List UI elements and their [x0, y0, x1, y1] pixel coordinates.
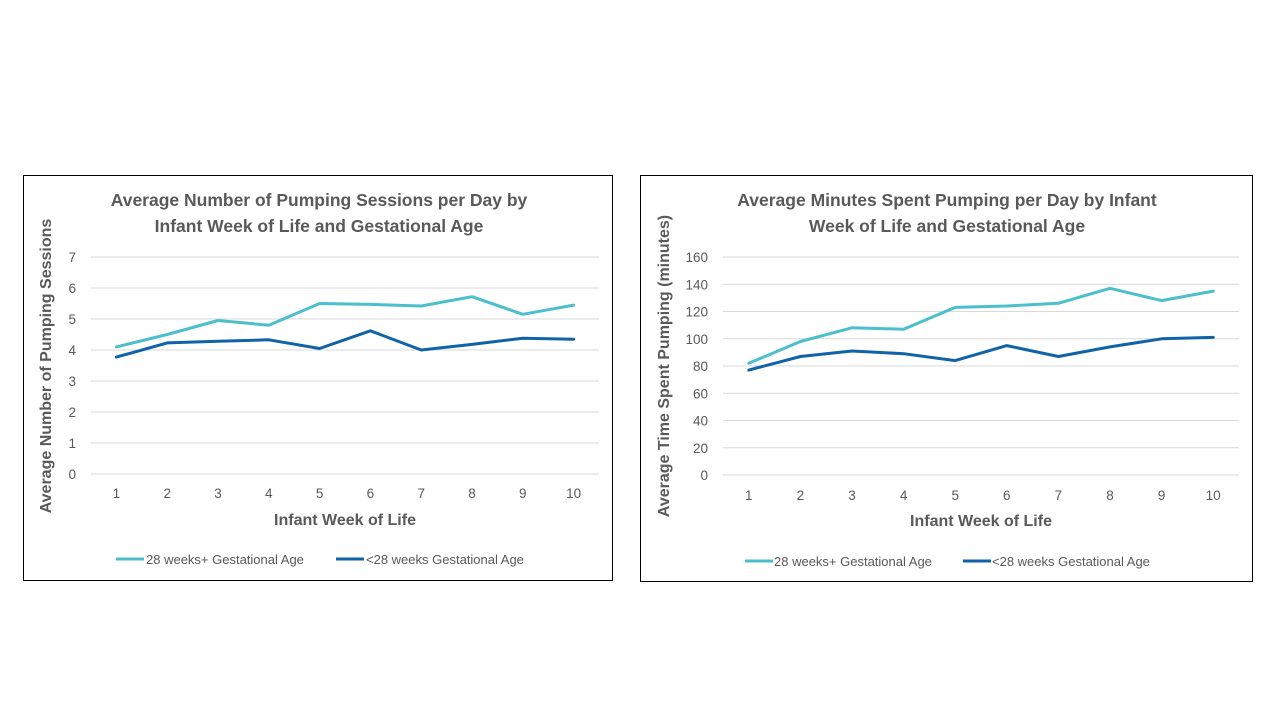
- sessions-legend-label-ga-under-28: <28 weeks Gestational Age: [366, 552, 524, 567]
- minutes-x-axis-title: Infant Week of Life: [910, 513, 1052, 530]
- sessions-y-tick-label: 0: [68, 467, 76, 482]
- sessions-chart: Average Number of Pumping Sessions per D…: [23, 175, 613, 581]
- minutes-x-tick-label: 8: [1106, 488, 1114, 503]
- sessions-x-tick-label: 6: [367, 486, 375, 501]
- minutes-series-line-ga-28-plus: [747, 286, 1215, 365]
- minutes-x-tick-label: 9: [1158, 488, 1166, 503]
- minutes-x-tick-label: 4: [900, 488, 908, 503]
- minutes-x-tick-label: 3: [848, 488, 856, 503]
- sessions-x-tick-label: 8: [468, 486, 476, 501]
- sessions-series-line-ga-under-28: [114, 329, 576, 359]
- minutes-x-tick-label: 6: [1003, 488, 1011, 503]
- sessions-y-tick-label: 1: [68, 436, 76, 451]
- sessions-x-tick-label: 5: [316, 486, 324, 501]
- minutes-legend-label-ga-28-plus: 28 weeks+ Gestational Age: [774, 554, 932, 569]
- minutes-y-tick-label: 120: [685, 305, 708, 320]
- minutes-chart: Average Minutes Spent Pumping per Day by…: [640, 175, 1253, 582]
- minutes-y-tick-label: 40: [693, 414, 708, 429]
- minutes-x-tick-label: 1: [745, 488, 753, 503]
- minutes-y-tick-label: 0: [700, 468, 708, 483]
- sessions-y-tick-label: 6: [68, 281, 76, 296]
- minutes-series-line-ga-under-28: [747, 335, 1215, 372]
- minutes-legend-label-ga-under-28: <28 weeks Gestational Age: [992, 554, 1150, 569]
- minutes-y-tick-label: 140: [685, 277, 708, 292]
- minutes-y-tick-label: 160: [685, 250, 708, 265]
- sessions-y-tick-label: 3: [68, 374, 76, 389]
- sessions-chart-title-line-2: Infant Week of Life and Gestational Age: [155, 216, 484, 236]
- sessions-y-tick-label: 7: [68, 250, 76, 265]
- sessions-y-tick-label: 5: [68, 312, 76, 327]
- sessions-x-tick-label: 7: [417, 486, 425, 501]
- sessions-chart-svg: Average Number of Pumping Sessions per D…: [38, 190, 599, 567]
- minutes-y-tick-label: 100: [685, 332, 708, 347]
- sessions-series-line-ga-28-plus: [114, 295, 576, 349]
- minutes-y-tick-label: 20: [693, 441, 708, 456]
- minutes-x-tick-label: 5: [951, 488, 959, 503]
- sessions-chart-title-line-1: Average Number of Pumping Sessions per D…: [111, 190, 528, 210]
- sessions-x-tick-label: 9: [519, 486, 527, 501]
- minutes-chart-title-line-1: Average Minutes Spent Pumping per Day by…: [737, 190, 1157, 210]
- sessions-legend-label-ga-28-plus: 28 weeks+ Gestational Age: [146, 552, 304, 567]
- minutes-y-axis-title: Average Time Spent Pumping (minutes): [656, 215, 673, 517]
- sessions-y-tick-label: 4: [68, 343, 76, 358]
- minutes-x-tick-label: 10: [1206, 488, 1221, 503]
- sessions-x-tick-label: 4: [265, 486, 273, 501]
- sessions-y-tick-label: 2: [68, 405, 76, 420]
- sessions-y-axis-title: Average Number of Pumping Sessions: [38, 219, 55, 514]
- minutes-chart-title-line-2: Week of Life and Gestational Age: [809, 216, 1085, 236]
- sessions-x-axis-title: Infant Week of Life: [274, 512, 416, 529]
- minutes-x-tick-label: 7: [1055, 488, 1063, 503]
- minutes-chart-svg: Average Minutes Spent Pumping per Day by…: [656, 190, 1239, 569]
- sessions-x-tick-label: 1: [113, 486, 121, 501]
- sessions-x-tick-label: 10: [566, 486, 581, 501]
- minutes-y-tick-label: 80: [693, 359, 708, 374]
- minutes-y-tick-label: 60: [693, 386, 708, 401]
- minutes-x-tick-label: 2: [797, 488, 805, 503]
- sessions-x-tick-label: 3: [214, 486, 222, 501]
- sessions-x-tick-label: 2: [163, 486, 171, 501]
